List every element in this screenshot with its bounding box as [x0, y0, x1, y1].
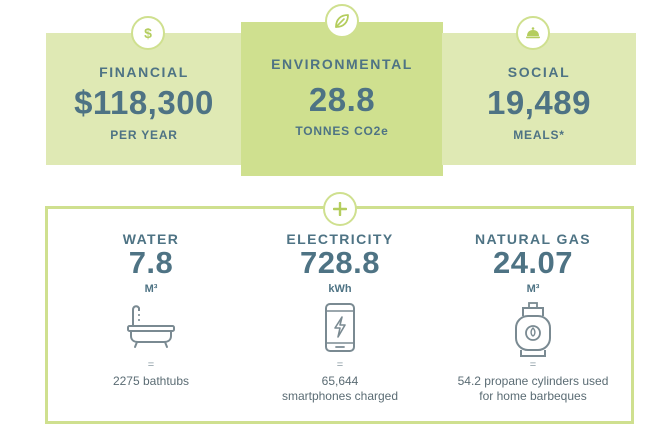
electricity-value: 728.8	[299, 245, 381, 280]
natural-gas-title: NATURAL GAS	[475, 231, 591, 247]
svg-text:$: $	[144, 25, 152, 41]
electricity-description: 65,644 smartphones charged	[260, 374, 420, 404]
environmental-card: ENVIRONMENTAL 28.8 TONNES CO2e	[241, 22, 443, 176]
electricity-unit: kWh	[328, 283, 352, 295]
environmental-unit: TONNES CO2e	[295, 124, 389, 138]
social-value: 19,489	[487, 84, 591, 121]
propane-tank-icon	[444, 302, 622, 358]
electricity-title: ELECTRICITY	[286, 231, 394, 247]
natural-gas-description-line1: 54.2 propane cylinders used	[457, 374, 609, 388]
natural-gas-unit: M³	[526, 283, 540, 295]
water-equals: =	[147, 359, 155, 371]
natural-gas-description: 54.2 propane cylinders used for home bar…	[444, 374, 622, 404]
natural-gas-value: 24.07	[492, 245, 574, 280]
electricity-description-line1: 65,644	[321, 374, 359, 388]
financial-title: FINANCIAL	[99, 64, 189, 80]
natural-gas-description-line2: for home barbeques	[479, 389, 587, 403]
bathtub-icon	[76, 302, 226, 350]
social-title: SOCIAL	[507, 64, 571, 80]
environmental-value: 28.8	[308, 81, 376, 118]
utilities-panel: WATER 7.8 M³ = 2275 bathtubs ELECTRICITY…	[45, 206, 634, 424]
leaf-icon	[325, 4, 359, 38]
social-unit: MEALS*	[513, 128, 565, 142]
financial-unit: PER YEAR	[110, 128, 178, 142]
cloche-icon	[516, 16, 550, 50]
smartphone-icon	[260, 302, 420, 354]
natural-gas-equals: =	[529, 359, 537, 371]
water-value: 7.8	[128, 245, 174, 280]
financial-value: $118,300	[74, 84, 214, 121]
plus-icon	[323, 192, 357, 226]
social-card: SOCIAL 19,489 MEALS*	[442, 33, 636, 165]
water-unit: M³	[144, 283, 158, 295]
environmental-title: ENVIRONMENTAL	[271, 56, 413, 72]
electricity-equals: =	[336, 359, 344, 371]
water-title: WATER	[122, 231, 180, 247]
financial-card: FINANCIAL $118,300 PER YEAR	[46, 33, 242, 165]
dollar-icon: $	[131, 16, 165, 50]
water-description: 2275 bathtubs	[112, 374, 190, 388]
electricity-description-line2: smartphones charged	[281, 389, 399, 403]
